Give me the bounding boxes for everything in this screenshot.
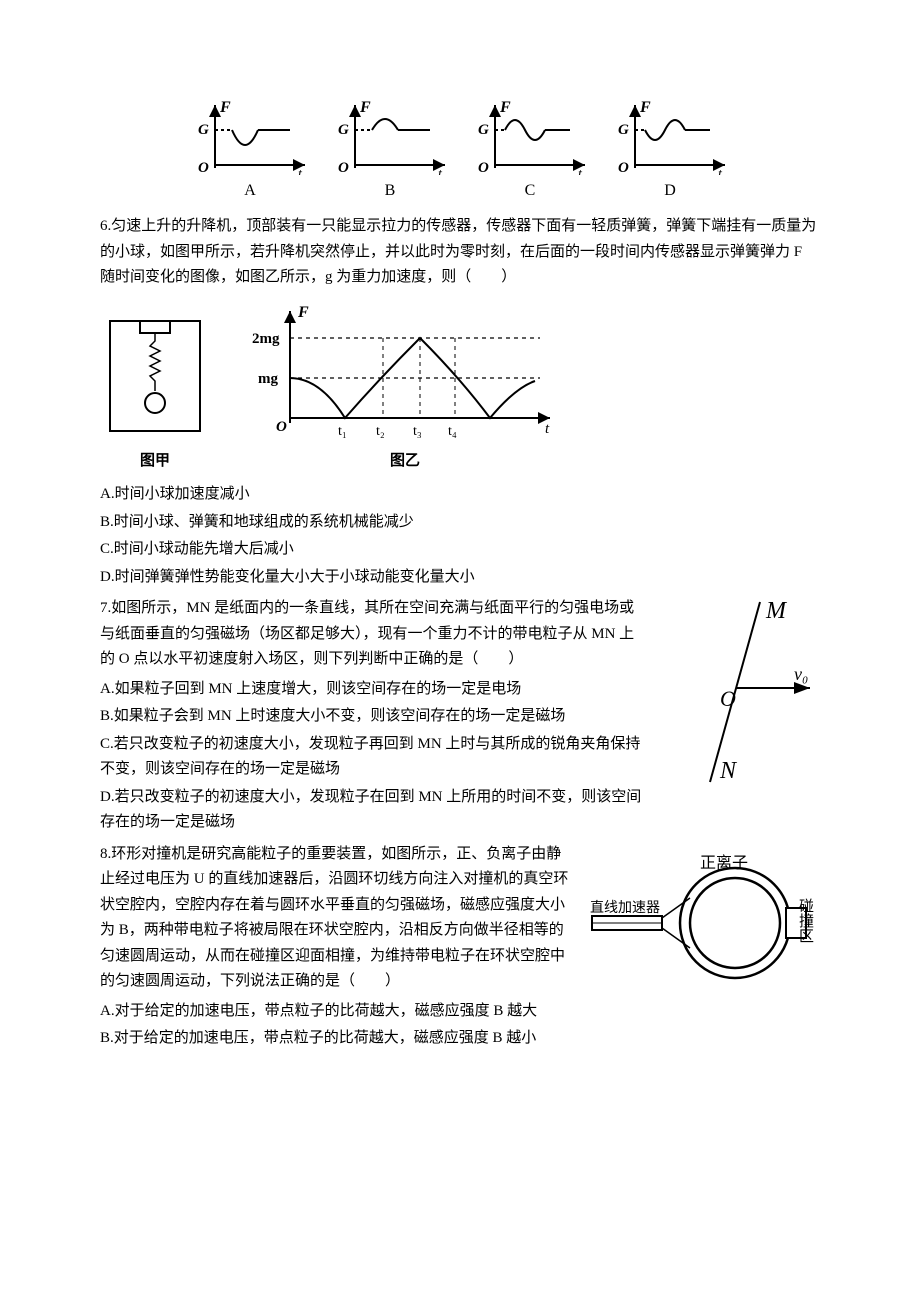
graph-d: F t G O D <box>610 100 730 204</box>
q7-stem: 7.如图所示，MN 是纸面内的一条直线，其所在空间充满与纸面平行的匀强电场或与纸… <box>100 596 646 673</box>
graph-b: F t G O B <box>330 100 450 204</box>
svg-text:直线加速器: 直线加速器 <box>590 899 660 916</box>
q7-fig: M N O v₀ <box>670 592 820 802</box>
svg-text:N: N <box>719 758 738 784</box>
q6-opt-b: B.时间小球、弹簧和地球组成的系统机械能减少 <box>100 510 820 536</box>
q8-block: 8.环形对撞机是研究高能粒子的重要装置，如图所示，正、负离子由静止经过电压为 U… <box>100 838 820 1054</box>
q7-block: 7.如图所示，MN 是纸面内的一条直线，其所在空间充满与纸面平行的匀强电场或与纸… <box>100 592 820 838</box>
graph-a: F t G O A <box>190 100 310 204</box>
svg-text:t: t <box>545 421 550 437</box>
q6-fig2: F t mg 2mg O t₁ t₂ t₃ t₄ <box>250 303 560 443</box>
q6-stem: 6.匀速上升的升降机，顶部装有一只能显示拉力的传感器，传感器下面有一轻质弹簧，弹… <box>100 214 820 291</box>
q6-opt-c: C.时间小球动能先增大后减小 <box>100 537 820 563</box>
svg-text:t: t <box>718 167 723 175</box>
svg-text:M: M <box>765 598 788 624</box>
svg-text:F: F <box>499 100 511 116</box>
graph-a-label: A <box>190 177 310 204</box>
q6-figures: 图甲 F t mg 2mg O t₁ t₂ t₃ t₄ 图乙 <box>100 303 820 475</box>
svg-text:v₀: v₀ <box>794 664 808 684</box>
svg-text:mg: mg <box>258 371 278 387</box>
svg-text:t: t <box>438 167 443 175</box>
svg-text:t₄: t₄ <box>448 424 457 439</box>
graph-d-svg: F t G O <box>610 100 730 175</box>
svg-text:t₃: t₃ <box>413 424 422 439</box>
q8-opt-b: B.对于给定的加速电压，带点粒子的比荷越大，磁感应强度 B 越小 <box>100 1026 574 1052</box>
svg-text:O: O <box>720 686 736 711</box>
graph-c: F t G O C <box>470 100 590 204</box>
q6-opt-a: A.时间小球加速度减小 <box>100 482 820 508</box>
svg-text:O: O <box>618 160 629 175</box>
svg-text:F: F <box>297 304 309 321</box>
q5-graph-row: F t G O A F t G O B F t <box>100 100 820 204</box>
graph-b-svg: F t G O <box>330 100 450 175</box>
q6-fig2-wrap: F t mg 2mg O t₁ t₂ t₃ t₄ 图乙 <box>250 303 560 475</box>
svg-text:F: F <box>219 100 231 116</box>
q6-fig2-caption: 图乙 <box>250 449 560 475</box>
graph-c-label: C <box>470 177 590 204</box>
q8-stem: 8.环形对撞机是研究高能粒子的重要装置，如图所示，正、负离子由静止经过电压为 U… <box>100 842 574 995</box>
svg-text:O: O <box>478 160 489 175</box>
q7-opt-b: B.如果粒子会到 MN 上时速度大小不变，则该空间存在的场一定是磁场 <box>100 704 646 730</box>
q6-fig1 <box>100 313 210 443</box>
svg-text:G: G <box>198 122 209 138</box>
q6-opt-d: D.时间弹簧弹性势能变化量大小大于小球动能变化量大小 <box>100 565 820 591</box>
svg-text:碰撞区: 碰撞区 <box>797 898 814 943</box>
svg-text:G: G <box>338 122 349 138</box>
svg-text:正离子: 正离子 <box>700 854 748 872</box>
svg-text:t: t <box>298 167 303 175</box>
svg-text:O: O <box>198 160 209 175</box>
q7-opt-c: C.若只改变粒子的初速度大小，发现粒子再回到 MN 上时与其所成的锐角夹角保持不… <box>100 732 646 783</box>
svg-text:t₁: t₁ <box>338 424 347 439</box>
svg-text:2mg: 2mg <box>252 331 280 347</box>
q6-fig1-caption: 图甲 <box>100 449 210 475</box>
svg-text:t: t <box>578 167 583 175</box>
q7-opt-a: A.如果粒子回到 MN 上速度增大，则该空间存在的场一定是电场 <box>100 677 646 703</box>
svg-text:O: O <box>338 160 349 175</box>
graph-a-svg: F t G O <box>190 100 310 175</box>
svg-text:G: G <box>618 122 629 138</box>
svg-text:O: O <box>276 419 287 435</box>
q8-opt-a: A.对于给定的加速电压，带点粒子的比荷越大，磁感应强度 B 越大 <box>100 999 574 1025</box>
q8-fig: 正离子 直线加速器 碰撞区 <box>590 838 820 1008</box>
graph-b-label: B <box>330 177 450 204</box>
svg-text:G: G <box>478 122 489 138</box>
graph-d-label: D <box>610 177 730 204</box>
q7-opt-d: D.若只改变粒子的初速度大小，发现粒子在回到 MN 上所用的时间不变，则该空间存… <box>100 785 646 836</box>
svg-text:F: F <box>639 100 651 116</box>
svg-text:F: F <box>359 100 371 116</box>
svg-text:t₂: t₂ <box>376 424 385 439</box>
q6-fig1-wrap: 图甲 <box>100 313 210 475</box>
graph-c-svg: F t G O <box>470 100 590 175</box>
